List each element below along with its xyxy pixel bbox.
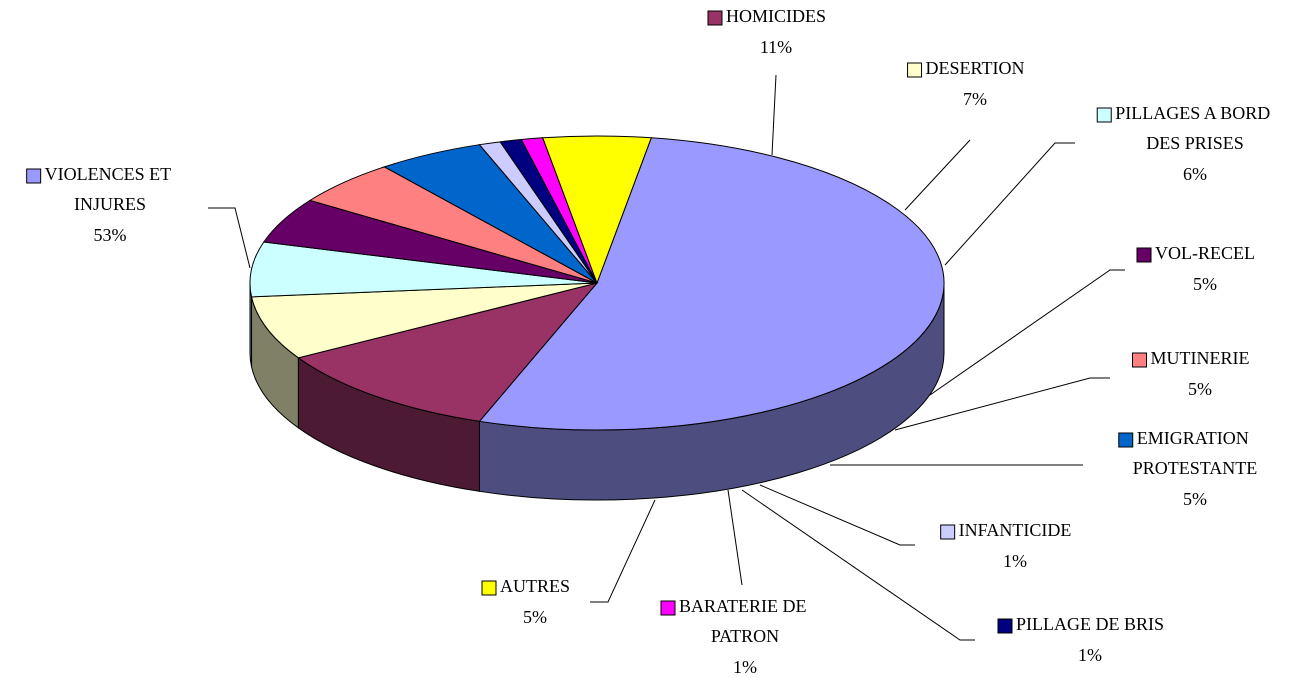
legend-key [1136, 247, 1152, 263]
value-label: 5% [1183, 489, 1207, 509]
value-label: 53% [94, 225, 127, 245]
pie-slice [249, 241, 598, 298]
pie-slice [542, 135, 652, 285]
legend-key [997, 618, 1013, 634]
leader-line [904, 139, 971, 211]
pie-slice [250, 282, 598, 359]
leader-line [759, 484, 915, 546]
value-label: 5% [1188, 379, 1212, 399]
pie-slice [478, 137, 945, 431]
data-label: AUTRES [500, 576, 570, 596]
legend-key [1096, 107, 1112, 123]
leader-line [741, 489, 975, 641]
leader-line [894, 377, 1110, 431]
pie-slice [297, 282, 599, 422]
data-label: EMIGRATION PROTESTANTE [1133, 428, 1258, 478]
leader-line [929, 269, 1125, 396]
leader-line [727, 489, 743, 586]
value-label: 5% [1193, 274, 1217, 294]
data-label: BARATERIE DE PATRON [679, 596, 811, 646]
data-label: PILLAGE DE BRIS [1016, 614, 1164, 634]
legend-key [707, 10, 723, 26]
value-label: 5% [523, 607, 547, 627]
data-label: HOMICIDES [726, 6, 826, 26]
value-label: 1% [733, 657, 757, 677]
legend-key [660, 600, 676, 616]
leader-line [590, 499, 656, 603]
data-label: VOL-RECEL [1155, 243, 1255, 263]
value-label: 11% [760, 37, 792, 57]
data-label: PILLAGES A BORD DES PRISES [1115, 103, 1275, 153]
value-label: 1% [1003, 551, 1027, 571]
value-label: 6% [1183, 164, 1207, 184]
data-label: DESERTION [926, 58, 1025, 78]
data-label: VIOLENCES ET INJURES [45, 164, 176, 214]
data-label: INFANTICIDE [959, 520, 1072, 540]
leader-line [208, 207, 251, 269]
legend-key [26, 168, 42, 184]
data-label: MUTINERIE [1151, 348, 1250, 368]
legend-key [1132, 352, 1148, 368]
value-label: 1% [1078, 645, 1102, 665]
legend-key [481, 580, 497, 596]
value-label: 7% [963, 89, 987, 109]
leader-line [771, 74, 777, 156]
leader-line [944, 142, 1075, 266]
legend-key [1118, 432, 1134, 448]
legend-key [940, 524, 956, 540]
legend-key [907, 62, 923, 78]
